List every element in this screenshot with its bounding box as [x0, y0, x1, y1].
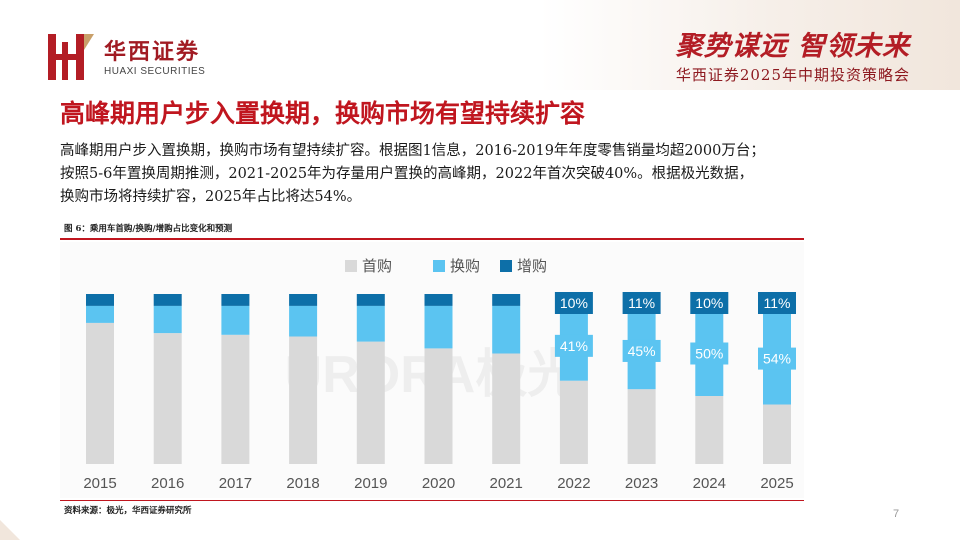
bar-segment: [356, 341, 385, 464]
x-tick-label: 2020: [422, 475, 455, 492]
x-tick-label: 2019: [354, 475, 387, 492]
bar-segment: [153, 294, 182, 306]
x-tick-label: 2021: [490, 475, 523, 492]
bar-segment: [627, 389, 656, 464]
data-label: 54%: [763, 351, 791, 367]
bar-segment: [424, 305, 453, 349]
data-label: 11%: [628, 295, 655, 311]
bar-segment: [289, 305, 318, 337]
data-label: 45%: [628, 343, 656, 359]
logo-text-cn: 华西证券: [104, 39, 201, 65]
legend-swatch: [345, 260, 357, 272]
bar-segment: [289, 294, 318, 306]
bar-segment: [492, 353, 521, 464]
bar-segment: [221, 305, 250, 335]
bar-segment: [86, 322, 114, 464]
slide-title: 高峰期用户步入置换期，换购市场有望持续扩容: [60, 99, 586, 128]
bar-segment: [424, 348, 453, 464]
bar-segment: [356, 305, 385, 342]
data-label: 10%: [560, 295, 588, 311]
bar-segment: [86, 305, 114, 323]
x-tick-label: 2024: [693, 475, 726, 492]
data-label: 41%: [560, 338, 588, 354]
figure-top-rule: [60, 238, 804, 240]
data-label-box: [690, 292, 729, 314]
bar-segment: [763, 404, 791, 464]
bar-segment: [492, 305, 521, 354]
data-label: 50%: [695, 346, 723, 362]
bar-segment: [86, 294, 114, 306]
data-label-box: [622, 339, 661, 362]
bar-segment: [221, 334, 250, 464]
x-tick-label: 2025: [760, 475, 793, 492]
bar-segment: [289, 336, 318, 464]
bar-segment: [424, 294, 453, 306]
bar-segment: [695, 396, 724, 464]
x-tick-label: 2018: [286, 475, 319, 492]
bar-segment: [153, 305, 182, 334]
bar-segment: [356, 294, 385, 306]
legend-swatch: [433, 260, 445, 272]
legend-label: 换购: [450, 258, 480, 275]
header-background-gradient: [540, 0, 960, 90]
stacked-bar-chart: URORA极光首购换购增购201520162017201820192020202…: [83, 258, 796, 492]
data-label-box: [622, 292, 661, 314]
legend-label: 增购: [517, 258, 547, 275]
body-line: 按照5-6年置换周期推测，2021-2025年为存量用户置换的高峰期，2022年…: [60, 166, 754, 182]
huaxi-logo-icon: [48, 34, 94, 80]
data-label-box: [758, 292, 796, 314]
data-label: 11%: [764, 295, 791, 311]
slogan: 聚势谋远 智领未来: [675, 31, 910, 62]
x-tick-label: 2023: [625, 475, 658, 492]
chart-area: URORA极光首购换购增购201520162017201820192020202…: [60, 242, 804, 498]
logo-text-en: HUAXI SECURITIES: [104, 66, 206, 77]
bar-segment: [559, 380, 588, 464]
page-number: 7: [893, 508, 900, 520]
x-tick-label: 2016: [151, 475, 184, 492]
figure-bottom-rule: [60, 500, 804, 501]
data-label-box: [690, 342, 729, 365]
figure-caption: 图 6：乘用车首购/换购/增购占比变化和预测: [64, 224, 233, 234]
body-text: 高峰期用户步入置换期，换购市场有望持续扩容。根据图1信息，2016-2019年年…: [60, 140, 930, 209]
legend-label: 首购: [362, 258, 392, 275]
bar-segment: [221, 294, 250, 306]
body-line: 高峰期用户步入置换期，换购市场有望持续扩容。根据图1信息，2016-2019年年…: [60, 143, 765, 159]
figure: 图 6：乘用车首购/换购/增购占比变化和预测 URORA极光首购换购增购2015…: [60, 218, 804, 518]
x-tick-label: 2015: [83, 475, 116, 492]
x-tick-label: 2017: [219, 475, 252, 492]
corner-decoration: [0, 520, 20, 540]
header: 华西证券 HUAXI SECURITIES 聚势谋远 智领未来 华西证券2025…: [0, 0, 960, 90]
body-line: 换购市场将持续扩容，2025年占比将达54%。: [60, 189, 362, 205]
bar-segment: [153, 333, 182, 464]
figure-source: 资料来源：极光，华西证券研究所: [64, 506, 192, 516]
legend-swatch: [500, 260, 512, 272]
x-tick-label: 2022: [557, 475, 590, 492]
data-label: 10%: [695, 295, 723, 311]
data-label-box: [758, 347, 796, 370]
bar-segment: [492, 294, 521, 306]
data-label-box: [554, 292, 593, 314]
conference-title: 华西证券2025年中期投资策略会: [675, 66, 910, 84]
data-label-box: [554, 334, 593, 357]
